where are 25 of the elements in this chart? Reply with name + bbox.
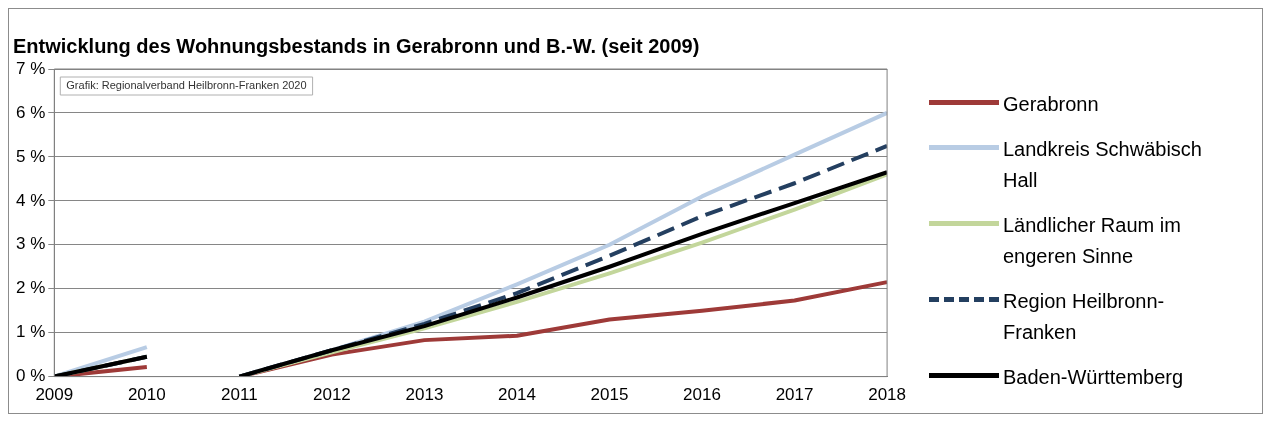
x-tick-label: 2017 xyxy=(775,385,814,405)
x-tick-label: 2014 xyxy=(498,385,536,405)
legend-label: Region Heilbronn-Franken xyxy=(1003,289,1166,345)
x-tick-label: 2011 xyxy=(221,385,258,405)
x-tick-label: 2009 xyxy=(35,385,74,405)
legend-label: Baden-Württemberg xyxy=(1003,365,1185,390)
y-tick-label: 7 % xyxy=(16,58,46,78)
y-tick-label: 3 % xyxy=(16,234,46,254)
x-tick-label: 2016 xyxy=(683,385,721,405)
annotation: Grafik: Regionalverband Heilbronn-Franken 2020 xyxy=(66,79,307,92)
y-tick-label: 4 % xyxy=(16,190,46,210)
x-tick-label: 2018 xyxy=(868,385,906,405)
x-tick-label: 2013 xyxy=(405,385,444,405)
y-tick-label: 5 % xyxy=(16,146,46,166)
x-tick-label: 2010 xyxy=(127,385,166,405)
y-tick-label: 6 % xyxy=(16,102,46,122)
x-tick-label: 2012 xyxy=(312,385,351,405)
y-tick-label: 2 % xyxy=(16,278,46,298)
y-tick-label: 1 % xyxy=(16,322,46,342)
x-tick-label: 2015 xyxy=(590,385,629,405)
chart-title: Entwicklung des Wohnungsbestands in Gerabronn und B.-W. (seit 2009) xyxy=(13,34,700,57)
y-tick-label: 0 % xyxy=(16,366,46,386)
legend-label: Gerabronn xyxy=(1003,92,1100,117)
legend-label: Landkreis Schwäbisch Hall xyxy=(1003,137,1203,193)
legend-label: Ländlicher Raum im engeren Sinne xyxy=(1003,213,1182,269)
